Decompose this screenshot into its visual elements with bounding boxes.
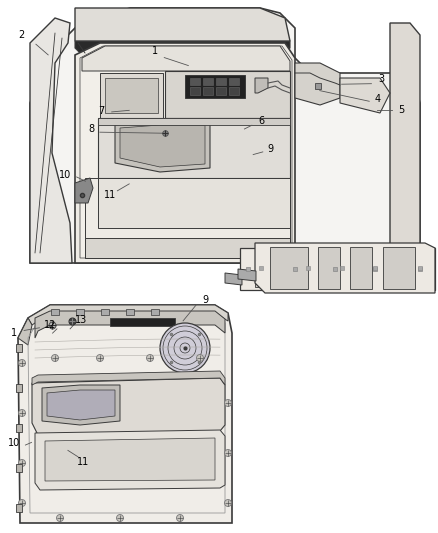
Circle shape <box>18 499 25 506</box>
Bar <box>126 309 134 315</box>
Polygon shape <box>18 305 232 523</box>
Polygon shape <box>75 43 295 263</box>
Bar <box>16 384 22 392</box>
Polygon shape <box>47 390 115 420</box>
Bar <box>16 424 22 432</box>
Polygon shape <box>35 311 225 338</box>
Polygon shape <box>30 18 72 263</box>
Polygon shape <box>42 385 120 425</box>
Polygon shape <box>255 78 268 93</box>
Bar <box>151 309 159 315</box>
Polygon shape <box>185 75 245 98</box>
Text: 1: 1 <box>152 46 159 55</box>
Polygon shape <box>35 430 225 490</box>
Polygon shape <box>32 371 225 385</box>
Circle shape <box>18 409 25 416</box>
Bar <box>350 247 372 289</box>
Polygon shape <box>98 118 290 178</box>
Polygon shape <box>45 438 215 481</box>
Bar <box>216 87 226 95</box>
Bar <box>16 504 22 512</box>
Bar <box>190 87 200 95</box>
Text: 13: 13 <box>75 315 87 325</box>
Polygon shape <box>85 238 290 258</box>
Text: 1: 1 <box>11 328 18 338</box>
Polygon shape <box>238 269 256 281</box>
Bar <box>101 309 109 315</box>
Polygon shape <box>80 46 292 258</box>
Polygon shape <box>295 63 340 105</box>
Bar <box>203 87 213 95</box>
Bar <box>190 78 200 85</box>
Polygon shape <box>75 178 93 203</box>
Text: 2: 2 <box>18 30 24 39</box>
Text: 4: 4 <box>374 94 381 103</box>
Text: 12: 12 <box>44 320 57 330</box>
Bar <box>229 78 239 85</box>
Circle shape <box>225 499 232 506</box>
Circle shape <box>96 354 103 361</box>
Circle shape <box>18 459 25 466</box>
Polygon shape <box>255 243 435 293</box>
Circle shape <box>160 323 210 373</box>
Polygon shape <box>340 78 390 113</box>
Polygon shape <box>85 178 290 258</box>
Polygon shape <box>240 248 435 290</box>
Polygon shape <box>28 305 228 325</box>
Text: 5: 5 <box>399 106 405 115</box>
Circle shape <box>225 400 232 407</box>
Text: 8: 8 <box>88 124 94 134</box>
Text: 9: 9 <box>203 295 209 304</box>
Polygon shape <box>82 46 290 71</box>
Polygon shape <box>110 318 175 326</box>
Text: 3: 3 <box>378 74 384 84</box>
Text: 7: 7 <box>99 106 105 116</box>
Polygon shape <box>165 71 290 118</box>
Circle shape <box>177 514 184 521</box>
Polygon shape <box>75 41 290 53</box>
Text: 10: 10 <box>59 170 71 180</box>
Polygon shape <box>115 121 210 172</box>
Circle shape <box>197 354 204 361</box>
Polygon shape <box>98 178 290 228</box>
Bar <box>270 247 308 289</box>
Bar <box>76 309 84 315</box>
Bar <box>16 344 22 352</box>
Text: 6: 6 <box>259 116 265 126</box>
Bar <box>305 251 330 287</box>
Circle shape <box>18 359 25 367</box>
Polygon shape <box>105 78 158 113</box>
Bar <box>216 78 226 85</box>
Bar <box>383 247 415 289</box>
Circle shape <box>146 354 153 361</box>
Polygon shape <box>98 118 290 125</box>
Polygon shape <box>32 378 225 435</box>
Polygon shape <box>30 8 420 263</box>
Text: 9: 9 <box>268 144 274 154</box>
Polygon shape <box>18 318 32 345</box>
Text: 10: 10 <box>8 439 21 448</box>
Polygon shape <box>390 23 420 263</box>
Bar <box>318 247 340 289</box>
Circle shape <box>52 354 59 361</box>
Bar <box>16 464 22 472</box>
Bar <box>51 309 59 315</box>
Bar <box>385 251 415 287</box>
Circle shape <box>57 514 64 521</box>
Polygon shape <box>100 73 163 118</box>
Circle shape <box>117 514 124 521</box>
Bar <box>255 251 290 287</box>
Bar <box>203 78 213 85</box>
Polygon shape <box>225 273 242 285</box>
Bar <box>229 87 239 95</box>
Text: 11: 11 <box>104 190 117 199</box>
Circle shape <box>225 449 232 456</box>
Polygon shape <box>120 125 205 167</box>
Text: 11: 11 <box>77 457 89 467</box>
Bar <box>345 251 370 287</box>
Polygon shape <box>75 8 290 41</box>
